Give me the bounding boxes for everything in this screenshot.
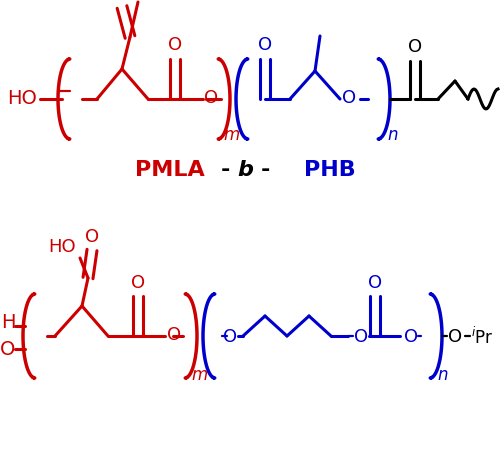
Text: -: - [260, 160, 270, 179]
Text: m: m [192, 365, 208, 383]
Text: O: O [167, 325, 181, 343]
Text: O: O [354, 327, 368, 345]
Text: O: O [85, 228, 99, 246]
Text: -: - [220, 160, 230, 179]
Text: O: O [258, 36, 272, 54]
Text: n: n [438, 365, 448, 383]
Text: PHB: PHB [304, 160, 356, 179]
Text: HO: HO [48, 237, 76, 256]
Text: PMLA: PMLA [135, 160, 205, 179]
Text: O: O [448, 327, 462, 345]
Text: O: O [368, 274, 382, 291]
Text: O: O [168, 36, 182, 54]
Text: O: O [404, 327, 418, 345]
Text: H: H [1, 313, 15, 332]
Text: b: b [237, 160, 253, 179]
Text: m: m [224, 126, 240, 144]
Text: O: O [223, 327, 237, 345]
Text: O: O [131, 274, 145, 291]
Text: O: O [0, 340, 16, 359]
Text: HO: HO [7, 88, 37, 107]
Text: O: O [204, 89, 218, 107]
Text: O: O [408, 38, 422, 56]
Text: O: O [342, 89, 356, 107]
Text: O: O [120, 0, 134, 3]
Text: $^i$Pr: $^i$Pr [470, 326, 494, 347]
Text: n: n [388, 126, 398, 144]
